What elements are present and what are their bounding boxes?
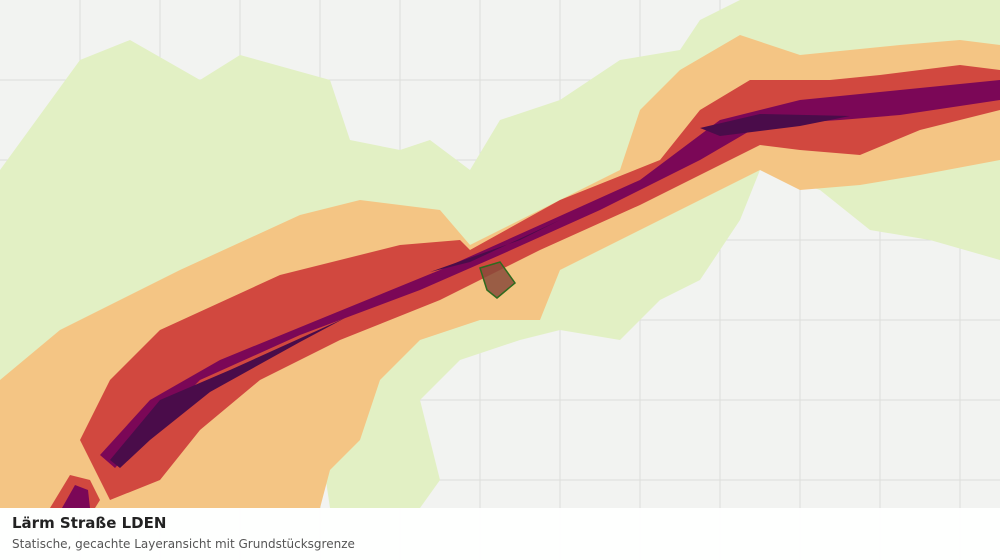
noise-zone-extreme	[430, 114, 850, 272]
caption-panel: Lärm Straße LDEN Statische, gecachte Lay…	[0, 508, 1000, 560]
parcel-boundary	[479, 261, 517, 299]
noise-zone-very-high	[62, 485, 90, 508]
map-title: Lärm Straße LDEN	[12, 514, 167, 532]
noise-zone-extreme	[110, 318, 345, 468]
map-subtitle: Statische, gecachte Layeransicht mit Gru…	[12, 537, 355, 551]
